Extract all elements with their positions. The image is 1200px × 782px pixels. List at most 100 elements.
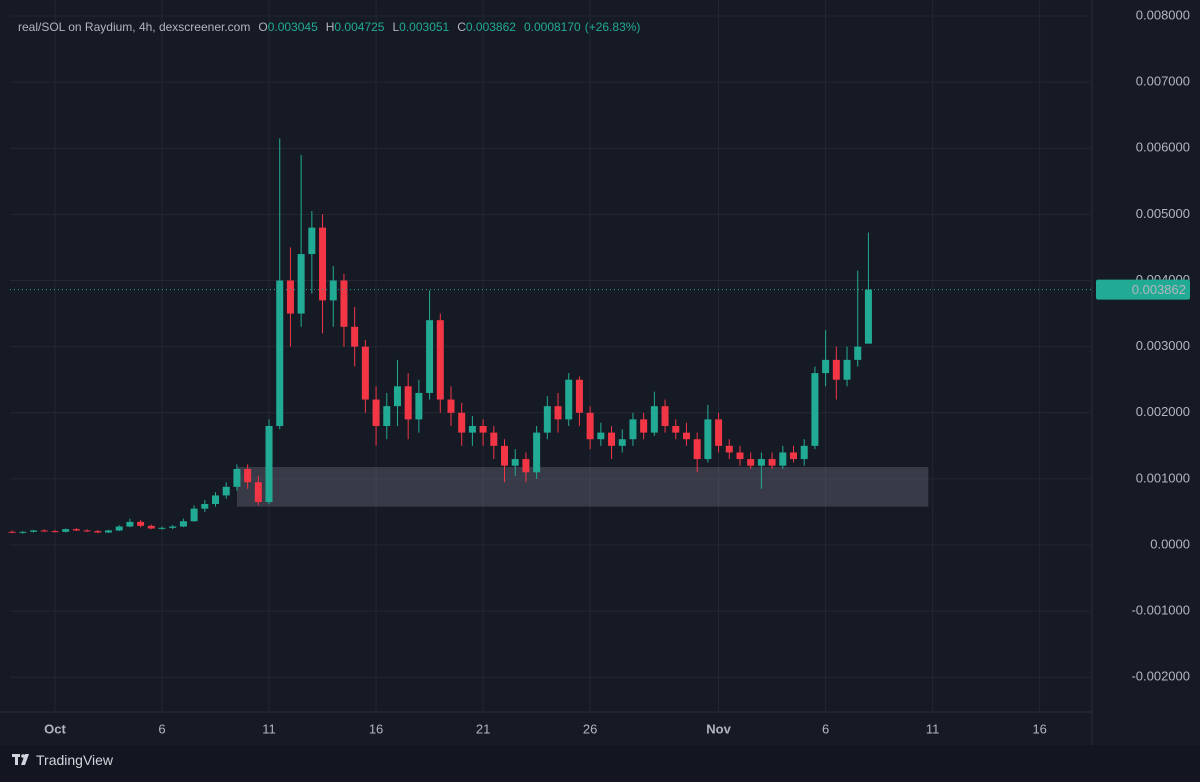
candle-body [436,320,444,400]
y-tick-label: 0.008000 [1136,7,1190,22]
candle-body [468,425,476,433]
footer-bar [0,745,1200,782]
candle-body [319,227,327,301]
x-tick-label: 16 [1032,721,1046,736]
close-value: 0.003862 [465,20,516,34]
candle-body [554,406,562,420]
x-tick-label: Nov [706,721,731,736]
candle-body [169,526,177,528]
y-tick-label: 0.006000 [1136,140,1190,155]
candle-body [575,379,583,413]
candle-body [222,486,230,496]
candle-body [340,280,348,327]
candle-body [790,452,798,460]
last-price-box [1096,279,1190,300]
candle-body [672,425,680,433]
candle-body [329,280,337,301]
candle-body [126,521,134,527]
candle-body [72,529,80,531]
candle-body [618,439,626,446]
candle-body [640,419,648,433]
candle-body [372,399,380,426]
x-tick-label: 6 [158,721,165,736]
candle-body [458,412,466,433]
high-label: H [325,20,335,34]
x-tick-label: 21 [476,721,490,736]
change-percent: (+26.83%) [584,20,641,34]
candle-body [565,379,573,420]
x-tick-label: 11 [926,721,940,736]
y-tick-label: 0.001000 [1136,470,1190,485]
candle-body [276,280,284,426]
candle-body [190,508,198,522]
candle-body [265,425,273,503]
candle-body [254,482,262,503]
candle-body [522,459,530,473]
candle-body [650,406,658,433]
candle-body [800,445,808,460]
candle-body [608,432,616,446]
candle-body [137,521,145,526]
x-tick-label: 16 [369,721,383,736]
support-zone [236,466,929,507]
candle-body [822,359,830,374]
y-tick-label: 0.003000 [1136,338,1190,353]
brand-logo [12,754,29,765]
candle-body [30,530,38,532]
candle-body [415,392,423,420]
low-value: 0.003051 [399,20,450,34]
candle-body [832,359,840,380]
candle-body [501,445,509,466]
candle-body [308,227,316,255]
y-tick-label: 0.002000 [1136,404,1190,419]
candle-body [62,529,70,532]
candle-body [747,459,755,466]
candle-body [94,531,102,533]
x-tick-label: 11 [262,721,276,736]
candle-body [351,326,359,347]
last-price-label: 0.003862 [1132,282,1186,297]
candle-body [201,504,209,509]
candle-body [40,530,48,532]
candle-body [736,452,744,460]
candle-body [629,419,637,440]
candle-body [864,289,872,344]
candle-body [179,521,187,527]
x-tick-label: 26 [583,721,597,736]
candle-body [479,425,487,433]
candle-body [854,346,862,360]
candle-body [115,526,123,531]
candle-body [361,346,369,400]
candle-body [297,254,305,314]
candle-body [51,531,59,533]
candle-body [383,406,391,426]
candle-body [511,459,519,466]
candle-body [233,468,241,487]
footer: TradingView [12,752,113,768]
candle-body [19,531,27,533]
candle-body [212,495,220,505]
candle-body [725,445,733,453]
candle-body [715,419,723,446]
y-tick-label: 0.007000 [1136,74,1190,89]
open-label: O [258,20,268,34]
pair-name: real/SOL on Raydium, 4h, dexscreener.com [18,20,251,34]
high-value: 0.004725 [334,20,385,34]
y-tick-label: 0.005000 [1136,206,1190,221]
candle-body [286,280,294,314]
candle-body [661,406,669,426]
x-tick-label: 6 [822,721,829,736]
brand-name[interactable]: TradingView [36,752,114,768]
candle-body [83,530,91,532]
candle-body [104,530,112,533]
candle-body [779,452,787,466]
candle-body [404,386,412,420]
candle-body [533,432,541,473]
y-tick-label: -0.002000 [1131,669,1190,684]
x-tick-label: Oct [44,721,66,736]
candle-body [811,373,819,446]
legend-header: real/SOL on Raydium, 4h, dexscreener.com… [18,20,648,34]
candle-body [757,459,765,466]
y-tick-label: -0.001000 [1131,603,1190,618]
